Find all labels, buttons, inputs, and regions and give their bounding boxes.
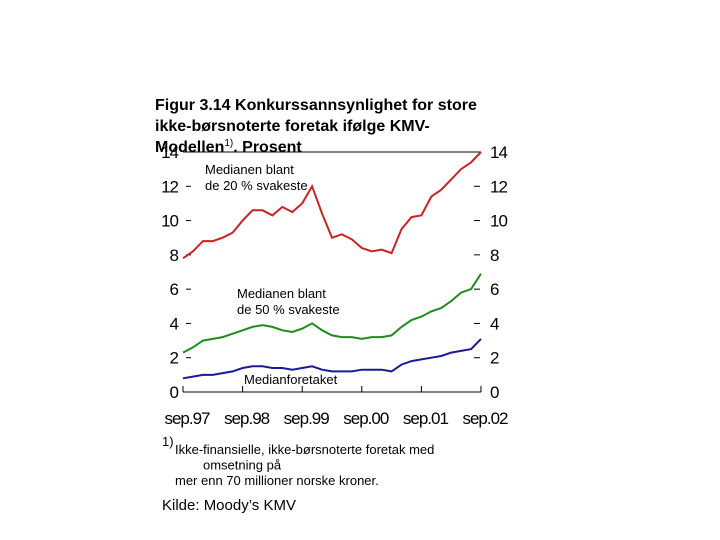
y-tick-label: 8 [170,246,179,265]
title-line: ikke-børsnoterte foretak ifølge KMV- [155,118,430,135]
series-label: Medianen blant de 20 % svakeste [205,162,308,193]
title-line: Modellen [155,139,224,156]
series-label: Medianen blant de 50 % svakeste [237,286,340,317]
footnote: Ikke-finansielle, ikke-børsnoterte foret… [175,442,434,457]
y-tick-label: 12 [161,177,178,196]
y-tick-label: 4 [170,314,179,333]
chart-title: Modellen1). Prosent [155,138,302,156]
series-line [182,338,482,380]
footnote: mer enn 70 millioner norske kroner. [175,473,379,488]
y2-tick-label: 4 [490,314,499,333]
y2-tick-label: 12 [490,177,507,196]
y2-tick-label: 14 [490,143,507,162]
title-end: . Prosent [233,139,302,156]
x-tick-label: sep.98 [224,409,270,428]
source: Kilde: Moody’s KMV [162,497,296,514]
series-label-text: Medianforetaket [244,372,338,387]
chart-title: ikke-børsnoterte foretak ifølge KMV- [155,118,430,135]
series-label-text: Medianen blant [205,162,294,177]
y-tick-label: 6 [170,280,179,299]
title-ref: 1) [224,138,233,149]
series-label-text: de 50 % svakeste [237,302,340,317]
y2-tick-label: 10 [490,212,507,231]
y-tick-label: 10 [161,212,178,231]
series-line [182,151,482,260]
series-label-text: Medianen blant [237,286,326,301]
x-tick-label: sep.99 [284,409,330,428]
y-tick-label: 14 [161,143,178,162]
y2-tick-label: 6 [490,280,499,299]
x-tick-label: sep.01 [403,409,449,428]
title-line: Figur 3.14 Konkurssannsynlighet for stor… [155,97,477,114]
series-line [182,273,482,354]
x-tick-label: sep.00 [343,409,389,428]
series-label: Medianforetaket [244,372,338,387]
y-tick-label: 2 [170,349,179,368]
chart-title: Figur 3.14 Konkurssannsynlighet for stor… [155,97,477,114]
footnote: omsetning på [203,458,282,473]
y2-tick-label: 2 [490,349,499,368]
series-label-text: de 20 % svakeste [205,178,308,193]
y-tick-label: 0 [170,383,179,402]
x-tick-label: sep.97 [164,409,210,428]
footnote-ref: 1) [162,434,174,449]
y2-tick-label: 8 [490,246,499,265]
x-tick-label: sep.02 [462,409,508,428]
y2-tick-label: 0 [490,383,499,402]
